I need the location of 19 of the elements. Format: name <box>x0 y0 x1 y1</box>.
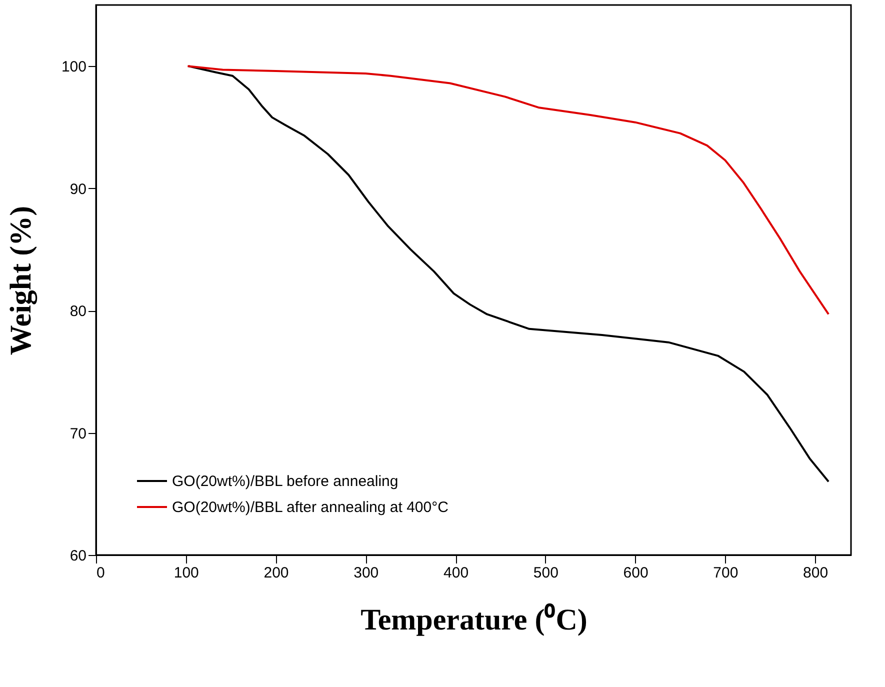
legend-label: GO(20wt%)/BBL before annealing <box>172 473 398 490</box>
y-tick-label: 60 <box>70 548 86 564</box>
y-tick-label: 90 <box>70 180 86 198</box>
x-tick-label: 0 <box>96 564 105 582</box>
y-tick-label: 100 <box>61 58 86 76</box>
x-tick-label: 500 <box>533 564 558 582</box>
line-series <box>186 65 830 316</box>
x-axis-title: Temperature (⁰C) <box>360 602 588 636</box>
x-tick-label: 300 <box>354 564 379 582</box>
y-tick-label: 70 <box>70 425 86 442</box>
x-tick-label: 100 <box>174 564 199 582</box>
x-tick-label: 400 <box>444 564 469 582</box>
x-tick-label: 600 <box>623 564 648 582</box>
y-axis-title: Weight (%) <box>4 206 38 356</box>
x-tick-label: 200 <box>264 564 289 582</box>
y-tick-label: 80 <box>70 303 86 320</box>
x-tick-label: 800 <box>803 564 828 582</box>
x-tick-label: 700 <box>713 564 738 582</box>
legend-label: GO(20wt%)/BBL after annealing at 400°C <box>172 499 449 516</box>
